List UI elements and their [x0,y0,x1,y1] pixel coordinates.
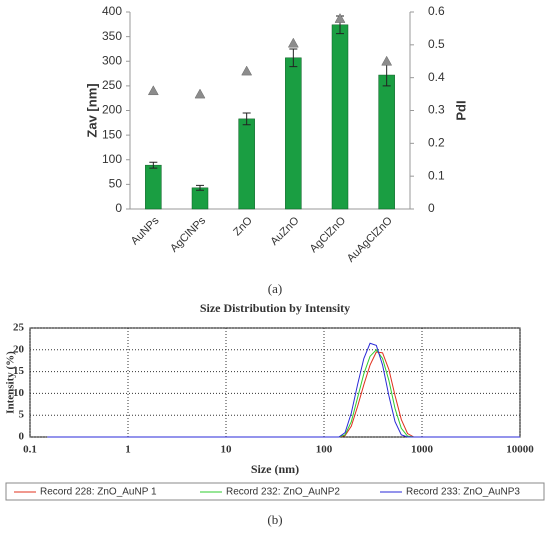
y2-tick-label: 0.2 [428,136,445,150]
legend-label: Record 232: ZnO_AuNP2 [226,487,340,498]
x-tick-label: AgClZnO [308,214,349,255]
series-line [47,349,520,438]
caption: (b) [267,512,282,527]
pdi-marker [381,55,393,66]
pdi-marker [241,65,253,76]
y-tick-label: 0 [115,201,122,215]
x-tick-label: 1 [125,444,131,456]
y-tick-label: 25 [13,322,25,334]
y-tick-label: 5 [19,409,25,421]
error-bar [242,112,251,126]
x-tick-label: AuZnO [268,214,301,247]
y2-tick-label: 0.6 [428,4,445,18]
bar [331,24,349,210]
x-tick-label: AuNPs [129,214,162,247]
bar [285,57,302,210]
y2-tick-label: 0.5 [428,37,445,51]
y-tick-label: 15 [13,365,25,377]
x-tick-label: 1000 [411,444,434,456]
pdi-marker [334,13,346,23]
series-line [47,351,520,438]
y-tick-label: 50 [109,177,123,191]
y-axis-label: Intensity (%) [5,351,17,414]
bar [145,164,162,210]
chart-title: Size Distribution by Intensity [200,301,350,315]
y-tick-label: 250 [102,78,122,92]
y-tick-label: 0 [19,431,25,443]
y-tick-label: 10 [13,387,25,399]
y-tick-label: 350 [102,29,122,43]
y2-tick-label: 0 [428,201,435,215]
y2-axis-label: PdI [453,100,468,120]
x-axis-label: Size (nm) [251,462,299,476]
x-tick-label: 10000 [506,444,534,456]
series-line [47,342,520,438]
legend-label: Record 233: ZnO_AuNP3 [406,487,520,498]
pdi-marker [287,37,299,48]
x-tick-label: 10 [221,444,233,456]
y-axis-label: Zav [nm] [84,83,99,137]
y-tick-label: 150 [102,127,122,141]
x-tick-label: 0.1 [23,444,37,456]
plot-frame [29,327,521,438]
x-tick-label: AuAgClZnO [345,214,395,264]
caption: (a) [268,281,282,296]
pdi-marker [147,85,159,96]
y-tick-label: 400 [102,4,122,18]
error-bar [196,184,204,191]
x-tick-label: AgClNPs [168,214,208,254]
y2-tick-label: 0.1 [428,168,445,182]
bar [378,74,395,210]
y-tick-label: 20 [13,343,25,355]
y2-tick-label: 0.4 [428,70,445,84]
y-tick-label: 100 [102,152,122,166]
x-tick-label: ZnO [231,214,255,238]
y-tick-label: 200 [102,103,122,117]
error-bar [289,48,298,68]
x-tick-label: 100 [316,444,333,456]
legend-label: Record 228: ZnO_AuNP 1 [40,487,157,498]
bar [238,118,255,210]
pdi-marker [194,88,206,99]
y2-tick-label: 0.3 [428,103,445,117]
error-bar [149,161,158,169]
bar [191,187,209,210]
legend-box [5,482,545,501]
y-tick-label: 300 [102,53,122,67]
